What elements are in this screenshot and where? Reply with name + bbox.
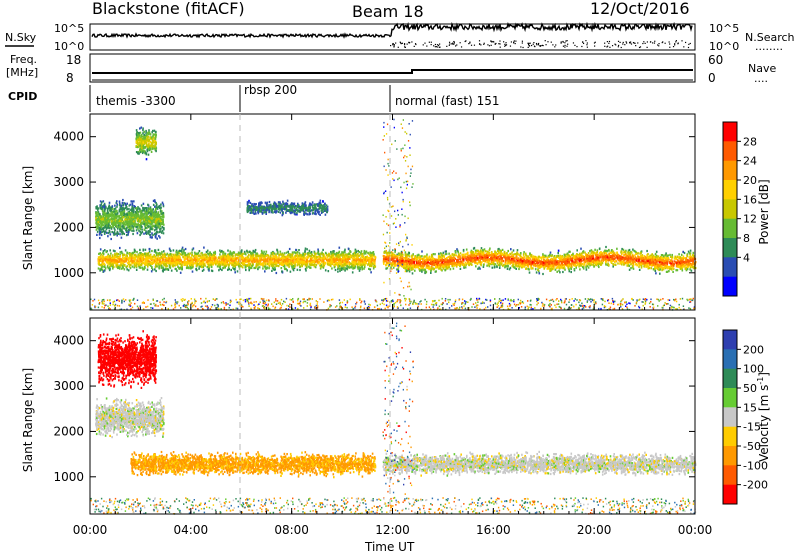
nave-tick-0: 0 [708, 71, 716, 85]
velocity-colorbar-swatch-7 [723, 465, 737, 486]
radar-title: Blackstone (fitACF) [92, 0, 245, 18]
date-label: 12/Oct/2016 [590, 0, 690, 18]
nsearch-label: N.Search [745, 31, 795, 44]
nsky-tick-top-left: 10^5 [54, 22, 84, 35]
power-colorbar-tick-3: 16 [743, 193, 757, 206]
freq-label-line2: [MHz] [6, 66, 38, 79]
cpid-label: CPID [8, 90, 37, 103]
power-ytick-label-1000: 1000 [53, 266, 84, 280]
cpid-segment-themis: themis -3300 [96, 94, 176, 108]
nsky-tick-top-right: 10^5 [709, 22, 739, 35]
velocity-colorbar-tick-0: 200 [743, 343, 764, 356]
power-colorbar-tick-6: 4 [743, 251, 750, 264]
velocity-colorbar-tick-5: -50 [743, 440, 761, 453]
power-colorbar-swatch-0 [723, 122, 737, 142]
velocity-colorbar-swatch-4 [723, 407, 737, 428]
freq-panel: Freq. [MHz] 18 8 60 0 Nave .... [6, 53, 776, 85]
velocity-colorbar-swatch-1 [723, 349, 737, 370]
velocity-colorbar-swatch-5 [723, 426, 737, 447]
velocity-colorbar-swatch-3 [723, 388, 737, 408]
velocity-ytick-label-2000: 2000 [53, 424, 84, 438]
freq-tick-8: 8 [66, 71, 74, 85]
time-axis-label: Time UT [364, 540, 415, 554]
velocity-colorbar-swatch-2 [723, 368, 737, 389]
power-ytick-label-4000: 4000 [53, 130, 84, 144]
power-colorbar-swatch-6 [723, 238, 737, 258]
nsky-label: N.Sky [5, 31, 37, 44]
power-colorbar-tick-4: 12 [743, 213, 757, 226]
power-colorbar: 28 24 20 16 12 8 4 Power [dB] [722, 121, 771, 297]
power-colorbar-swatch-2 [723, 160, 737, 181]
power-colorbar-swatch-8 [723, 276, 737, 297]
velocity-panel: 1000 2000 3000 4000 Slant Range [km] [21, 317, 697, 515]
power-y-axis: 1000 2000 3000 4000 [53, 130, 695, 280]
velocity-colorbar: 200 100 50 15 -15 -50 -100 -200 Velocity [m s-1… [722, 329, 771, 505]
power-colorbar-tick-2: 20 [743, 174, 757, 187]
power-panel: 1000 2000 3000 4000 Slant Range [km] [21, 113, 697, 311]
velocity-ytick-label-1000: 1000 [53, 470, 84, 484]
nsky-panel: N.Sky 10^5 10^0 10^5 10^0 N.Search .....… [5, 21, 795, 53]
velocity-colorbar-tick-1: 100 [743, 363, 764, 376]
nave-dots: .... [754, 72, 768, 85]
power-ytick-label-2000: 2000 [53, 220, 84, 234]
velocity-colorbar-label: Velocity [m s-1] [756, 372, 771, 462]
power-y-label: Slant Range [km] [21, 166, 35, 270]
power-colorbar-tick-1: 24 [743, 155, 757, 168]
velocity-colorbar-tick-4: -15 [743, 421, 761, 434]
velocity-colorbar-tick-7: -200 [743, 479, 768, 492]
velocity-colorbar-swatch-0 [723, 330, 737, 350]
time-tick-2: 08:00 [274, 523, 309, 537]
nsearch-dots: ........ [755, 40, 783, 53]
velocity-colorbar-tick-2: 50 [743, 382, 757, 395]
power-colorbar-swatch-7 [723, 257, 737, 278]
nsky-trace [91, 21, 693, 49]
power-scatter [90, 118, 697, 311]
freq-label-line1: Freq. [10, 53, 37, 66]
nsky-tick-bottom-left: 10^0 [54, 40, 84, 53]
freq-trace [92, 69, 693, 74]
time-tick-5: 20:00 [577, 523, 612, 537]
power-colorbar-swatch-3 [723, 180, 737, 200]
cpid-segment-rbsp: rbsp 200 [244, 83, 297, 97]
velocity-colorbar-tick-3: 15 [743, 401, 757, 414]
time-tick-1: 04:00 [174, 523, 209, 537]
power-colorbar-tick-0: 28 [743, 135, 757, 148]
nave-tick-60: 60 [708, 53, 723, 67]
velocity-ytick-label-4000: 4000 [53, 334, 84, 348]
time-axis: 00:00 04:00 08:00 12:00 16:00 20:00 00:00 [73, 114, 713, 537]
cpid-segment-normal: normal (fast) 151 [395, 94, 499, 108]
freq-tick-18: 18 [66, 53, 81, 67]
velocity-ytick-label-3000: 3000 [53, 379, 84, 393]
velocity-y-label: Slant Range [km] [21, 368, 35, 472]
cpid-panel: CPID themis -3300 rbsp 200 normal (fast)… [8, 83, 499, 112]
power-colorbar-swatch-4 [723, 199, 737, 220]
time-tick-4: 16:00 [476, 523, 511, 537]
time-tick-0: 00:00 [73, 523, 108, 537]
power-colorbar-tick-5: 8 [743, 232, 750, 245]
nsky-tick-bottom-right: 10^0 [709, 40, 739, 53]
velocity-colorbar-swatch-8 [723, 484, 737, 505]
velocity-scatter [90, 322, 697, 515]
nave-label: Nave [748, 62, 776, 75]
velocity-colorbar-tick-6: -100 [743, 459, 768, 472]
nsky-line [91, 21, 693, 39]
power-colorbar-swatch-5 [723, 218, 737, 239]
velocity-y-axis: 1000 2000 3000 4000 [53, 334, 695, 484]
time-tick-3: 12:00 [375, 523, 410, 537]
beam-label: Beam 18 [352, 2, 424, 21]
power-colorbar-swatch-1 [723, 141, 737, 162]
time-tick-6: 00:00 [678, 523, 713, 537]
power-colorbar-label: Power [dB] [757, 179, 771, 244]
velocity-colorbar-swatch-6 [723, 446, 737, 466]
power-ytick-label-3000: 3000 [53, 175, 84, 189]
